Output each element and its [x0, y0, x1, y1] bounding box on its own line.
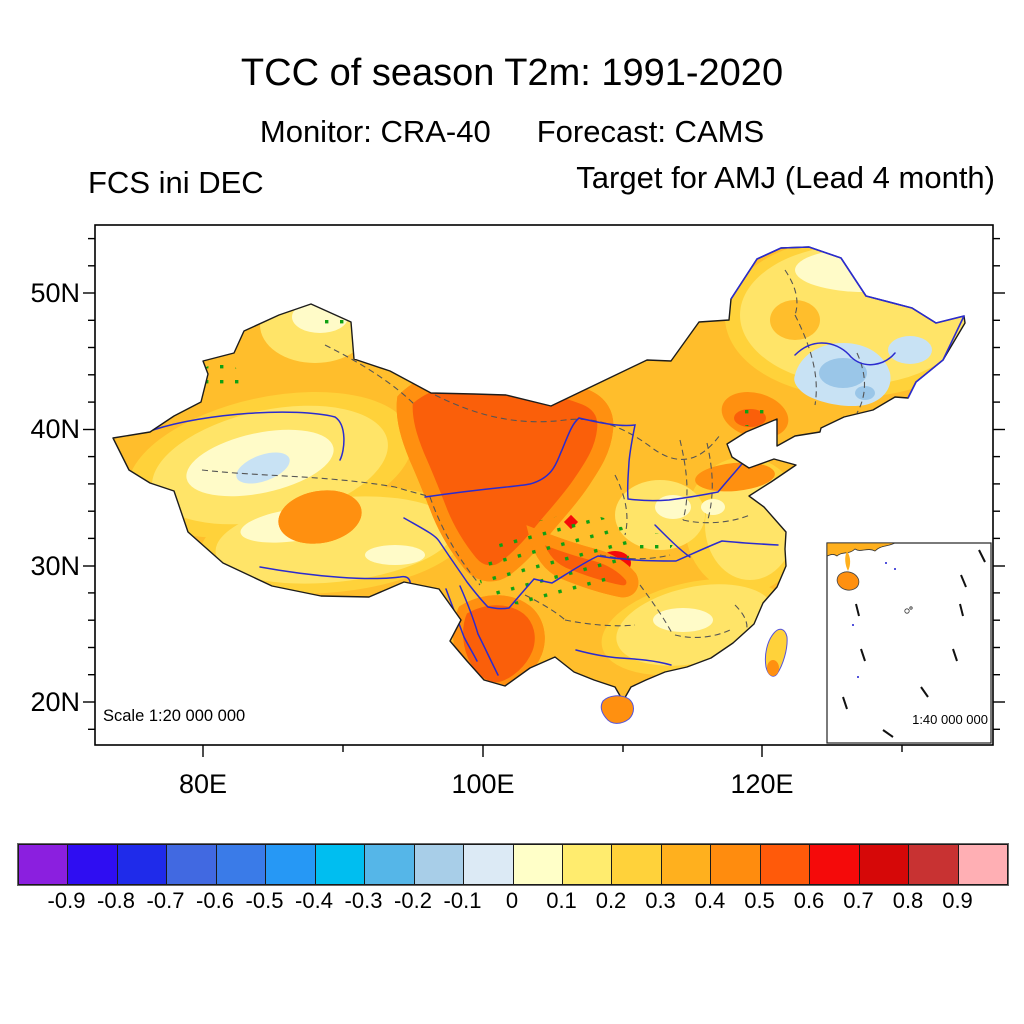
- inset-leizhou-peninsula: [845, 551, 851, 571]
- lat-tick-label-40n: 40N: [30, 414, 80, 444]
- colorbar-tick-label: -0.9: [47, 888, 86, 913]
- contour-pale-tibet-east: [365, 545, 425, 565]
- stipple-hubei: [637, 533, 673, 553]
- figure-title: TCC of season T2m: 1991-2020: [240, 52, 784, 94]
- colorbar-tick-label: 0: [505, 888, 519, 913]
- contour-midblue-northeast-small: [855, 386, 875, 400]
- colorbar-cell: [710, 844, 761, 885]
- colorbar-tick-label: 0.1: [546, 888, 577, 913]
- colorbar-cell: [18, 844, 69, 885]
- colorbar-labels: -0.9 -0.8 -0.7 -0.6 -0.5 -0.4 -0.3 -0.2 -0.1 0 0.1…: [17, 888, 1007, 918]
- map-frame: [94, 224, 994, 746]
- contour-amber-bohai-rim: [695, 462, 775, 492]
- colorbar-cell: [67, 844, 118, 885]
- colorbar-cell: [265, 844, 316, 885]
- colorbar-cell: [809, 844, 860, 885]
- rivers: [152, 342, 896, 676]
- stipple-west-xinjiang: [198, 364, 242, 390]
- lon-tick-label-100e: 100E: [451, 769, 515, 799]
- colorbar-tick-label: -0.1: [443, 888, 482, 913]
- colorbar-cell: [116, 844, 168, 885]
- contour-pale-shandong: [701, 499, 725, 515]
- inset-hainan: [836, 571, 860, 591]
- contour-midblue-northeast: [819, 358, 867, 388]
- south-china-sea-inset: [826, 542, 992, 744]
- inset-island-specks: [852, 562, 896, 678]
- contour-gold-spot-ne1: [770, 300, 820, 340]
- lon-tick-label-80e: 80E: [178, 769, 228, 799]
- map-scale-note: Scale 1:20 000 000: [103, 707, 246, 725]
- colorbar-cell: [314, 844, 366, 885]
- lat-tick-label-50n: 50N: [30, 278, 80, 308]
- forecast-label: Forecast: CAMS: [536, 114, 765, 149]
- colorbar-cell: [957, 844, 1009, 885]
- colorbar: [17, 843, 1009, 886]
- colorbar-tick-label: -0.5: [245, 888, 284, 913]
- contour-gold-spot-ne2: [875, 272, 919, 302]
- colorbar-cell: [512, 844, 563, 885]
- inset-guangdong-coast: [827, 543, 896, 557]
- lon-tick-label-120e: 120E: [730, 769, 794, 799]
- river-brahmaputra: [259, 566, 411, 591]
- target-season-label: Target for AMJ (Lead 4 month): [576, 160, 995, 195]
- stipple-regions: [198, 316, 773, 687]
- colorbar-tick-label: -0.3: [344, 888, 383, 913]
- colorbar-cell: [759, 844, 811, 885]
- lat-tick-label-30n: 30N: [30, 551, 80, 581]
- colorbar-cell: [364, 844, 415, 885]
- colorbar-tick-label: -0.4: [295, 888, 333, 913]
- colorbar-cell: [561, 844, 613, 885]
- colorbar-tick-label: -0.7: [146, 888, 185, 913]
- colorbar-tick-label: -0.8: [97, 888, 135, 913]
- river-yangtze: [403, 517, 779, 610]
- china-tcc-map: [83, 224, 1005, 757]
- contour-pale-southeast: [653, 608, 713, 632]
- colorbar-cell: [908, 844, 959, 885]
- colorbar-tick-label: 0.8: [892, 888, 924, 913]
- colorbar-tick-label: 0.2: [595, 888, 627, 913]
- inset-nine-dash-line: [842, 549, 986, 738]
- colorbar-tick-label: 0.5: [744, 888, 775, 913]
- colorbar-cell: [660, 844, 712, 885]
- inset-paracel-islands: [904, 606, 913, 614]
- forecast-init-label: FCS ini DEC: [88, 165, 264, 200]
- colorbar-tick-label: 0.4: [694, 888, 726, 913]
- colorbar-cell: [463, 844, 514, 885]
- river-tarim: [152, 411, 345, 461]
- colorbar-tick-label: -0.2: [394, 888, 432, 913]
- stipple-central: [478, 514, 632, 606]
- hainan-island: [600, 695, 634, 724]
- stipple-north-xinjiang: [321, 316, 349, 334]
- colorbar-tick-label: 0.3: [645, 888, 676, 913]
- stipple-beijing: [737, 407, 773, 427]
- river-mekong: [459, 585, 499, 676]
- river-songhua: [794, 342, 896, 366]
- river-amur-ussuri: [730, 246, 965, 399]
- river-han: [654, 524, 691, 558]
- colorbar-cell: [166, 844, 217, 885]
- contour-lightblue-northeast-east: [888, 336, 932, 364]
- colorbar-cell: [858, 844, 910, 885]
- river-pearl: [575, 649, 672, 666]
- colorbar-tick-label: -0.6: [196, 888, 234, 913]
- colorbar-cell: [611, 844, 662, 885]
- lat-tick-label-20n: 20N: [30, 687, 80, 717]
- monitor-label: Monitor: CRA-40: [259, 114, 491, 149]
- contour-pale-northeast-top: [795, 248, 935, 292]
- inset-scale-note: 1:40 000 000: [912, 712, 988, 727]
- colorbar-tick-label: 0.6: [793, 888, 825, 913]
- colorbar-tick-label: 0.9: [942, 888, 973, 913]
- colorbar-tick-label: 0.7: [843, 888, 874, 913]
- colorbar-cell: [413, 844, 465, 885]
- taiwan-south-orange: [767, 660, 779, 676]
- river-yellow: [424, 417, 747, 502]
- axis-ticks: [83, 237, 1005, 757]
- contour-pale-central: [655, 495, 691, 519]
- colorbar-cell: [215, 844, 267, 885]
- province-boundaries: [201, 269, 865, 639]
- figure-subtitle: Monitor: CRA-40 Forecast: CAMS: [0, 114, 1024, 150]
- river-salween: [445, 588, 478, 662]
